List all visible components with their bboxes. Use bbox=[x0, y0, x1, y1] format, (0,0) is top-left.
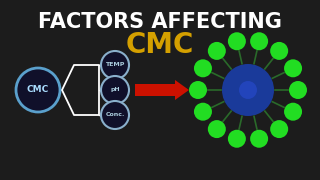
Circle shape bbox=[250, 32, 268, 50]
Circle shape bbox=[239, 81, 257, 99]
FancyArrow shape bbox=[135, 80, 189, 100]
Circle shape bbox=[284, 103, 302, 121]
Text: TEMP: TEMP bbox=[105, 62, 125, 68]
Circle shape bbox=[289, 81, 307, 99]
Circle shape bbox=[236, 92, 254, 110]
Circle shape bbox=[101, 76, 129, 104]
Circle shape bbox=[250, 130, 268, 148]
Text: FACTORS AFFECTING: FACTORS AFFECTING bbox=[38, 12, 282, 32]
Text: pH: pH bbox=[110, 87, 120, 93]
Circle shape bbox=[228, 130, 246, 148]
Text: CMC: CMC bbox=[27, 86, 49, 94]
Circle shape bbox=[229, 76, 247, 94]
Circle shape bbox=[284, 59, 302, 77]
Circle shape bbox=[189, 81, 207, 99]
Circle shape bbox=[16, 68, 60, 112]
Circle shape bbox=[228, 32, 246, 50]
Circle shape bbox=[246, 72, 264, 90]
Circle shape bbox=[208, 42, 226, 60]
Circle shape bbox=[194, 59, 212, 77]
Circle shape bbox=[250, 81, 268, 99]
Circle shape bbox=[208, 120, 226, 138]
Circle shape bbox=[229, 86, 247, 104]
Text: CMC: CMC bbox=[126, 31, 194, 59]
Circle shape bbox=[270, 42, 288, 60]
Circle shape bbox=[222, 64, 274, 116]
Circle shape bbox=[194, 103, 212, 121]
Circle shape bbox=[246, 90, 264, 108]
Circle shape bbox=[270, 120, 288, 138]
Circle shape bbox=[101, 101, 129, 129]
Circle shape bbox=[101, 51, 129, 79]
Circle shape bbox=[236, 70, 254, 88]
Text: Conc.: Conc. bbox=[105, 112, 125, 118]
